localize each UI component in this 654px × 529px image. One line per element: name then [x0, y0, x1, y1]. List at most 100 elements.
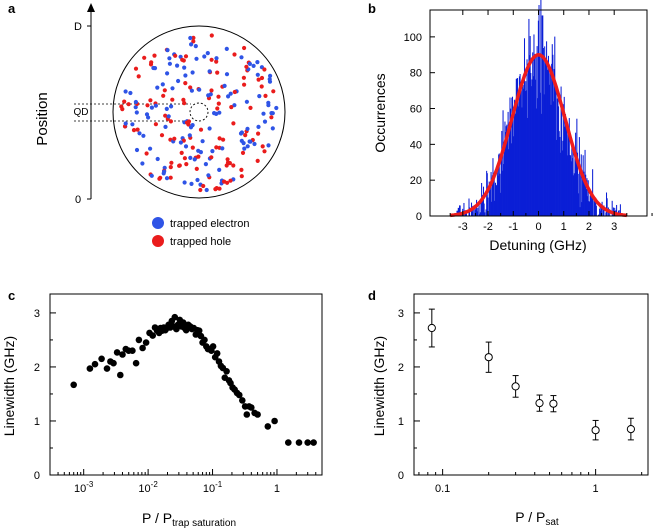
- histogram-bar: [514, 101, 516, 216]
- histogram-bar: [500, 192, 502, 216]
- panel-b-label: b: [368, 1, 376, 16]
- histogram-bar: [517, 96, 519, 216]
- electron-dot: [224, 46, 229, 52]
- panel-a: a Position D QD 0 trapped electron trapp…: [8, 1, 286, 248]
- panel-c-frame: [49, 293, 323, 476]
- histogram-bar: [541, 113, 543, 216]
- histogram-bar: [516, 78, 518, 217]
- histogram-bar: [547, 55, 549, 216]
- histogram-bar: [540, 0, 542, 217]
- data-point: [264, 423, 272, 430]
- histogram-bar: [568, 127, 570, 216]
- hole-dot: [231, 121, 236, 126]
- hole-dot: [144, 151, 149, 156]
- hole-dot: [152, 53, 157, 58]
- hole-dot: [183, 54, 189, 59]
- electron-dot: [192, 157, 197, 162]
- data-point: [239, 397, 246, 404]
- histogram-bar: [537, 98, 539, 216]
- histogram-bar: [520, 90, 522, 216]
- data-point: [535, 399, 544, 408]
- histogram-bar: [575, 132, 577, 216]
- histogram-bar: [541, 15, 543, 216]
- histogram-bar: [554, 36, 556, 217]
- electron-dot: [245, 126, 250, 131]
- electron-dot: [200, 139, 205, 144]
- hole-dot: [215, 106, 220, 111]
- histogram-bar: [500, 158, 502, 216]
- histogram-bar: [606, 192, 608, 216]
- histogram-bar: [515, 78, 517, 216]
- histogram-bar: [499, 173, 501, 216]
- tick-top-label: D: [74, 21, 82, 33]
- hole-dot: [262, 149, 267, 154]
- histogram-bar: [482, 186, 485, 216]
- x-tick-label: 0: [535, 221, 541, 233]
- histogram-bar: [535, 57, 537, 216]
- histogram-bar: [558, 131, 560, 216]
- panel-c: c 10-3 10-2 10-1 1 0 1 2 3 P / Ptrap saturation…: [1, 288, 323, 529]
- hole-dot: [262, 67, 267, 72]
- electron-dot: [155, 85, 160, 90]
- electron-dot: [202, 54, 207, 59]
- histogram-bar: [588, 201, 590, 216]
- hole-dot: [126, 102, 131, 107]
- data-point: [135, 336, 143, 344]
- hole-dot: [191, 35, 196, 41]
- histogram-bar: [515, 113, 517, 216]
- histogram-bar: [512, 96, 514, 216]
- electron-dot: [165, 71, 170, 76]
- histogram-bar: [554, 88, 556, 216]
- histogram-bar: [481, 194, 483, 216]
- data-point: [86, 365, 94, 372]
- histogram-bar: [582, 175, 584, 216]
- hole-dot: [162, 88, 167, 93]
- y-tick-label: 0: [398, 470, 404, 482]
- histogram-bar: [513, 136, 515, 216]
- panel-d-xlabel: P / Psat: [515, 509, 559, 528]
- electron-dot: [165, 48, 170, 53]
- hole-dot: [229, 105, 234, 110]
- hole-dot: [241, 75, 246, 80]
- electron-dot: [222, 83, 227, 88]
- histogram-bar: [482, 196, 484, 216]
- histogram-bar: [522, 84, 524, 216]
- electron-dot: [239, 138, 244, 143]
- histogram-bar: [600, 210, 602, 216]
- panel-c-points: [70, 313, 317, 446]
- hole-dot: [222, 179, 227, 184]
- electron-dot: [266, 143, 271, 148]
- histogram-bar: [577, 173, 579, 216]
- histogram-bar: [503, 152, 505, 216]
- electron-dot: [123, 121, 128, 126]
- histogram-bar: [506, 124, 508, 216]
- electron-dot: [133, 99, 138, 105]
- data-point: [511, 382, 520, 391]
- hole-dot: [183, 81, 188, 86]
- hole-dot: [135, 127, 140, 132]
- legend-electron-marker: [152, 217, 164, 229]
- data-point: [427, 323, 436, 333]
- hole-dot: [225, 157, 230, 162]
- electron-dot: [167, 61, 172, 66]
- panel-c-xlabel-sub: trap saturation: [172, 518, 236, 529]
- histogram-bar: [572, 146, 574, 216]
- electron-dot: [183, 144, 189, 149]
- histogram-bar: [587, 180, 589, 216]
- hole-dot: [179, 150, 184, 155]
- y-tick-label: 3: [34, 308, 40, 320]
- histogram-bar: [543, 94, 545, 216]
- hole-dot: [256, 77, 261, 82]
- panel-d-label: d: [368, 288, 376, 303]
- histogram-bar: [458, 207, 460, 216]
- electron-dot: [208, 92, 213, 97]
- hole-dot: [240, 150, 246, 155]
- electron-dot: [197, 87, 202, 92]
- electron-dot: [270, 126, 275, 131]
- data-point: [310, 439, 317, 446]
- histogram-bar: [616, 204, 618, 216]
- x-tick-label: 1: [593, 483, 599, 495]
- histogram-bar: [490, 172, 492, 216]
- histogram-bar: [539, 92, 541, 216]
- legend-electron-label: trapped electron: [170, 218, 250, 230]
